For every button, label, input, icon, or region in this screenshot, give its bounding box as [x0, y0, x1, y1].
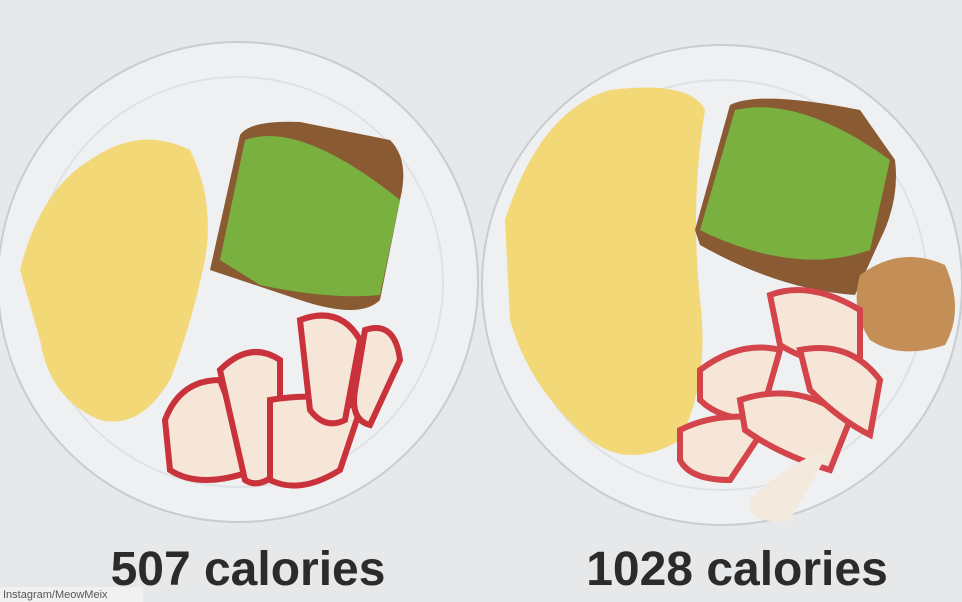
caption: 507 calories	[111, 543, 386, 596]
credit: Instagram/MeowMeix	[3, 589, 108, 601]
left-plate	[0, 41, 479, 523]
credit-box	[0, 587, 143, 602]
caption: 1028 calories	[586, 543, 888, 596]
right-plate	[481, 44, 962, 526]
